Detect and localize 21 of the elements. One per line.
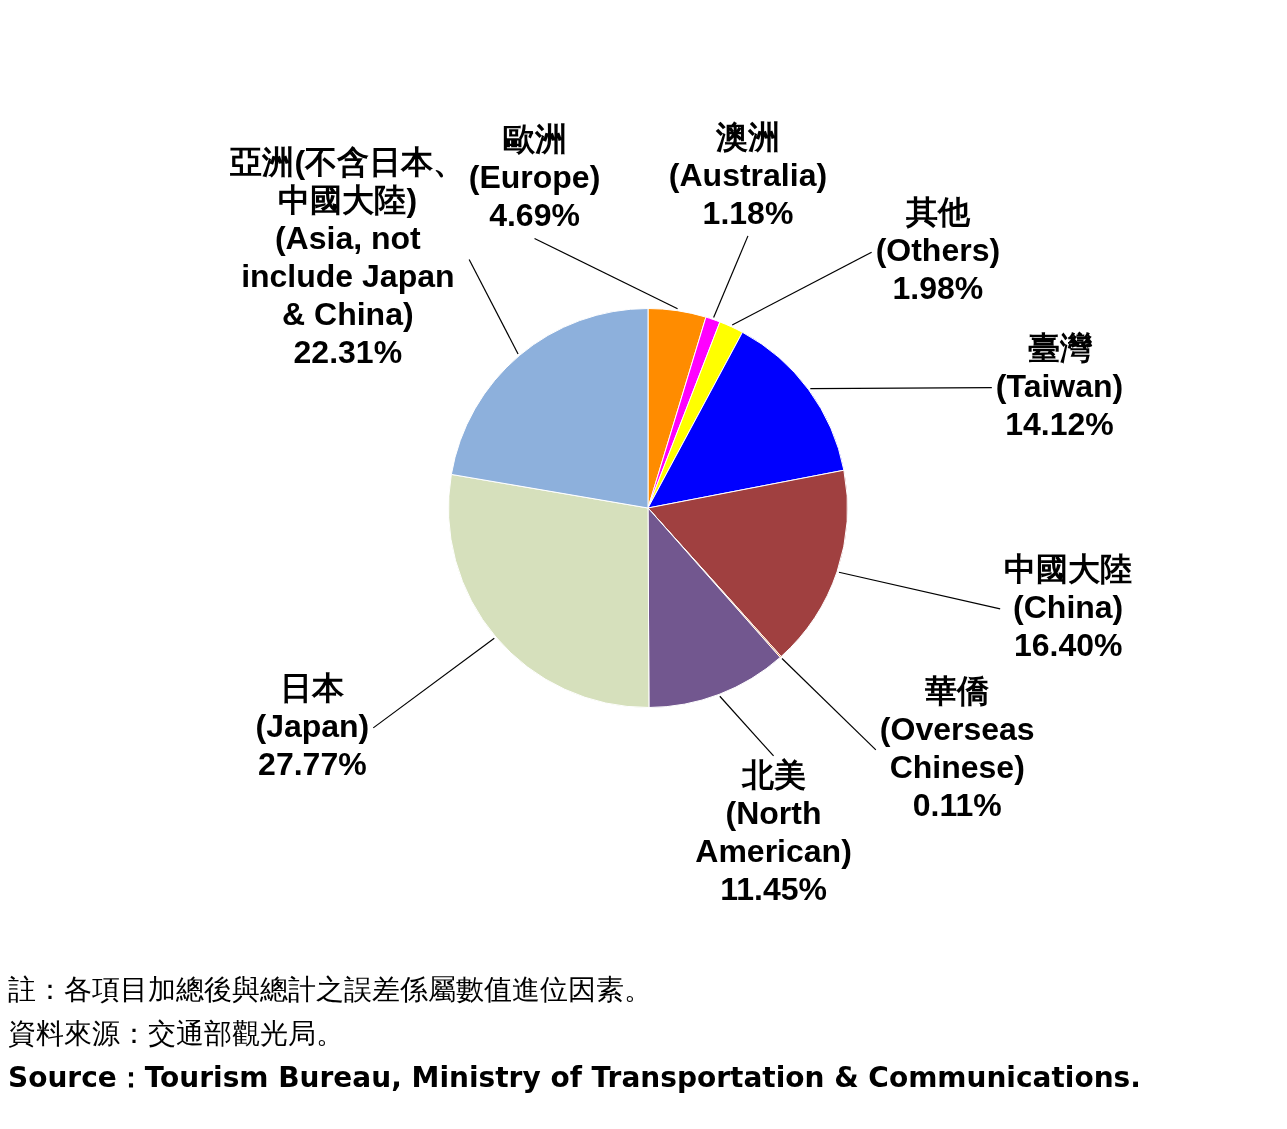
- data-label: 1.18%: [702, 194, 794, 231]
- slice-label: 臺灣 (Taiwan): [995, 329, 1124, 404]
- slice-label: 日本 (Japan): [255, 669, 370, 744]
- data-label: 11.45%: [720, 870, 827, 907]
- data-label: 16.40%: [1013, 626, 1123, 663]
- slice-label: 亞洲(不含日本、中國大陸) (Asia, not include Japan & China): [229, 144, 466, 333]
- source-note: Source：Tourism Bureau, Ministry of Transportation & Communications.: [8, 1060, 1142, 1096]
- data-label: 0.11%: [912, 786, 1002, 823]
- slice-label: 北美 (North American): [695, 756, 852, 869]
- slice-label: 澳洲 (Australia): [668, 118, 828, 193]
- data-label: 27.77%: [258, 745, 367, 782]
- data-label: 4.69%: [489, 197, 580, 234]
- data-label: 1.98%: [892, 270, 984, 307]
- slice-label: 其他 (Others): [875, 194, 1001, 269]
- source-note: 資料來源：交通部觀光局。: [8, 1016, 345, 1052]
- slice-label: 歐洲 (Europe): [468, 121, 601, 196]
- data-label: 14.12%: [1005, 405, 1114, 442]
- data-label: 22.31%: [293, 334, 403, 371]
- slice-label: 中國大陸 (China): [1004, 550, 1133, 625]
- slice-label: 華僑 (Overseas Chinese): [879, 672, 1035, 785]
- text: 註：各項目加總後與總計之誤差係屬數值進位因素。: [8, 972, 653, 1008]
